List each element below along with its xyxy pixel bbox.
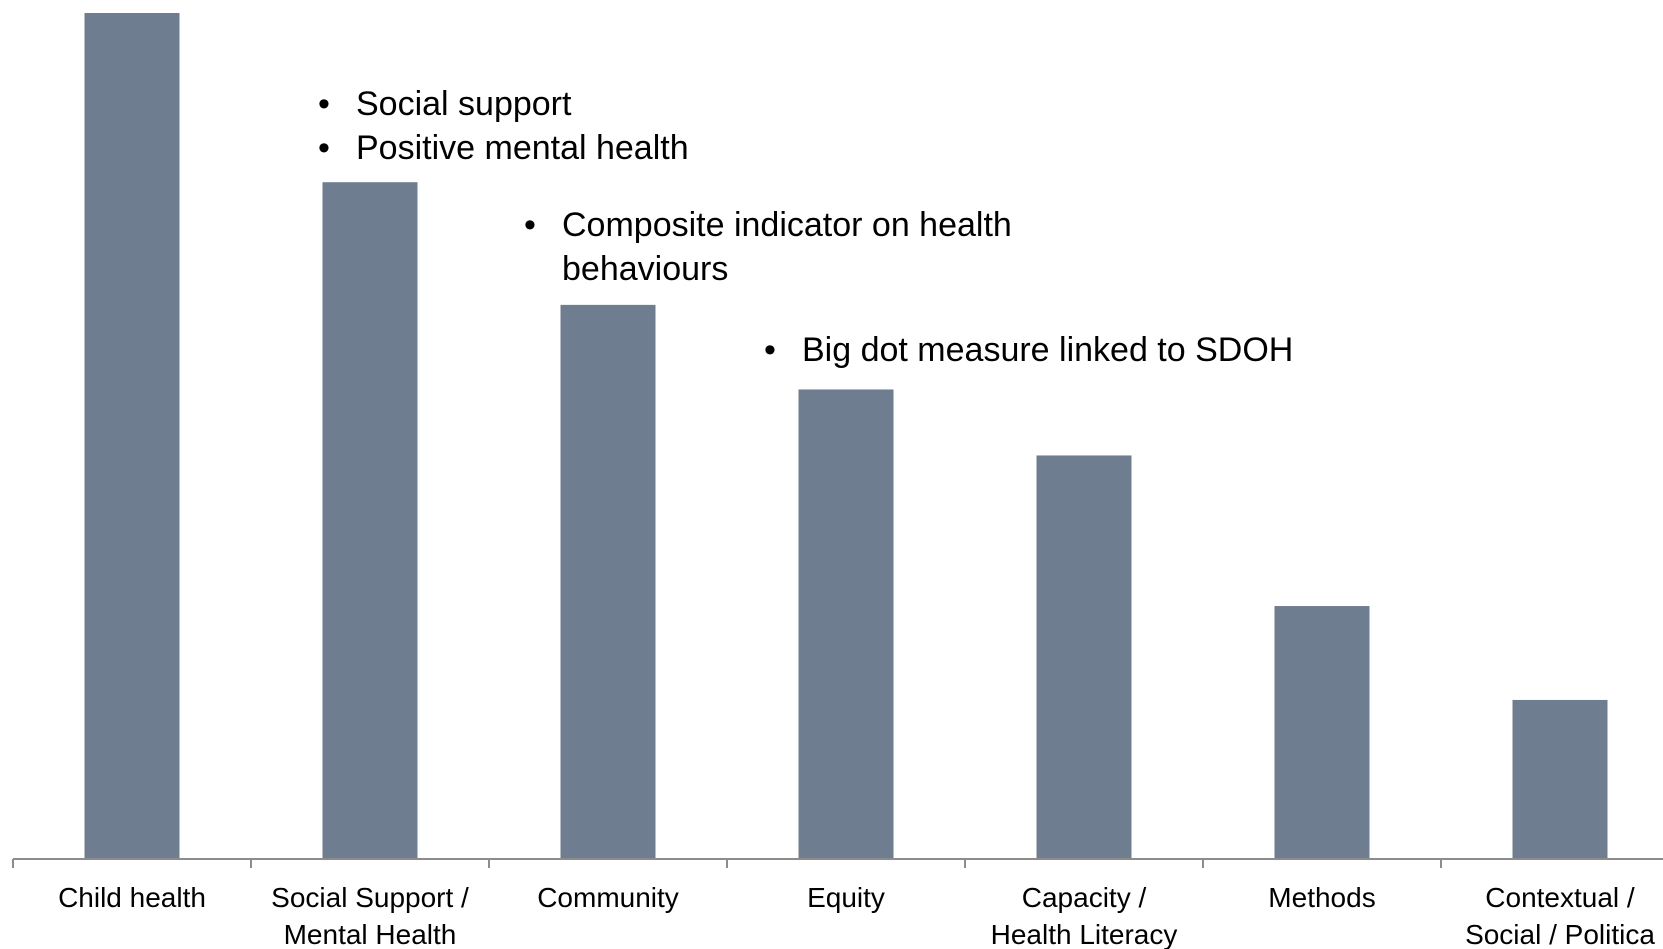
category-label: Contextual / Social / Politica bbox=[1465, 882, 1655, 949]
bullet-icon: • bbox=[318, 85, 330, 123]
bar bbox=[322, 182, 418, 859]
annotation-text: Big dot measure linked to SDOH bbox=[802, 331, 1294, 369]
category-label: Capacity / Health Literacy bbox=[991, 882, 1178, 949]
category-label: Social Support / Mental Health bbox=[271, 882, 469, 949]
category-label-line: Community bbox=[537, 882, 679, 913]
annotation-item: • Social support bbox=[318, 82, 689, 126]
annotation-item: • Big dot measure linked to SDOH bbox=[764, 328, 1293, 372]
bar bbox=[560, 304, 656, 859]
x-axis bbox=[12, 858, 1663, 868]
annotation-big-dot: • Big dot measure linked to SDOH bbox=[764, 328, 1293, 372]
category-label: Community bbox=[537, 882, 679, 913]
category-label-line: Social / Politica bbox=[1465, 919, 1655, 949]
annotation-composite-indicator: • Composite indicator on health behaviou… bbox=[524, 203, 1012, 291]
category-label: Methods bbox=[1268, 882, 1375, 913]
category-labels: Child health Social Support / Mental Healt… bbox=[58, 882, 1655, 949]
bar bbox=[1512, 699, 1608, 859]
annotation-text: Social support bbox=[356, 85, 572, 123]
category-label-line: Capacity / bbox=[1022, 882, 1147, 913]
category-label-line: Social Support / bbox=[271, 882, 469, 913]
annotation-text: behaviours bbox=[562, 250, 729, 288]
bullet-icon: • bbox=[318, 129, 330, 167]
category-label-line: Methods bbox=[1268, 882, 1375, 913]
category-label-line: Mental Health bbox=[284, 919, 457, 949]
category-label: Equity bbox=[807, 882, 885, 913]
bar bbox=[84, 13, 180, 859]
category-label-line: Child health bbox=[58, 882, 206, 913]
annotation-item-continuation: behaviours bbox=[524, 247, 1012, 291]
category-label-line: Equity bbox=[807, 882, 885, 913]
bars-group bbox=[84, 13, 1608, 859]
annotation-item: • Positive mental health bbox=[318, 126, 689, 170]
bar bbox=[1274, 606, 1370, 859]
bar bbox=[1036, 455, 1132, 859]
bar bbox=[798, 389, 894, 859]
annotation-item: • Composite indicator on health bbox=[524, 203, 1012, 247]
annotation-social-support: • Social support • Positive mental healt… bbox=[318, 82, 689, 170]
bullet-icon: • bbox=[524, 206, 536, 244]
category-label: Child health bbox=[58, 882, 206, 913]
annotation-text: Positive mental health bbox=[356, 129, 689, 167]
bullet-icon: • bbox=[764, 331, 776, 369]
category-label-line: Contextual / bbox=[1485, 882, 1635, 913]
annotation-text: Composite indicator on health bbox=[562, 206, 1012, 244]
category-label-line: Health Literacy bbox=[991, 919, 1178, 949]
